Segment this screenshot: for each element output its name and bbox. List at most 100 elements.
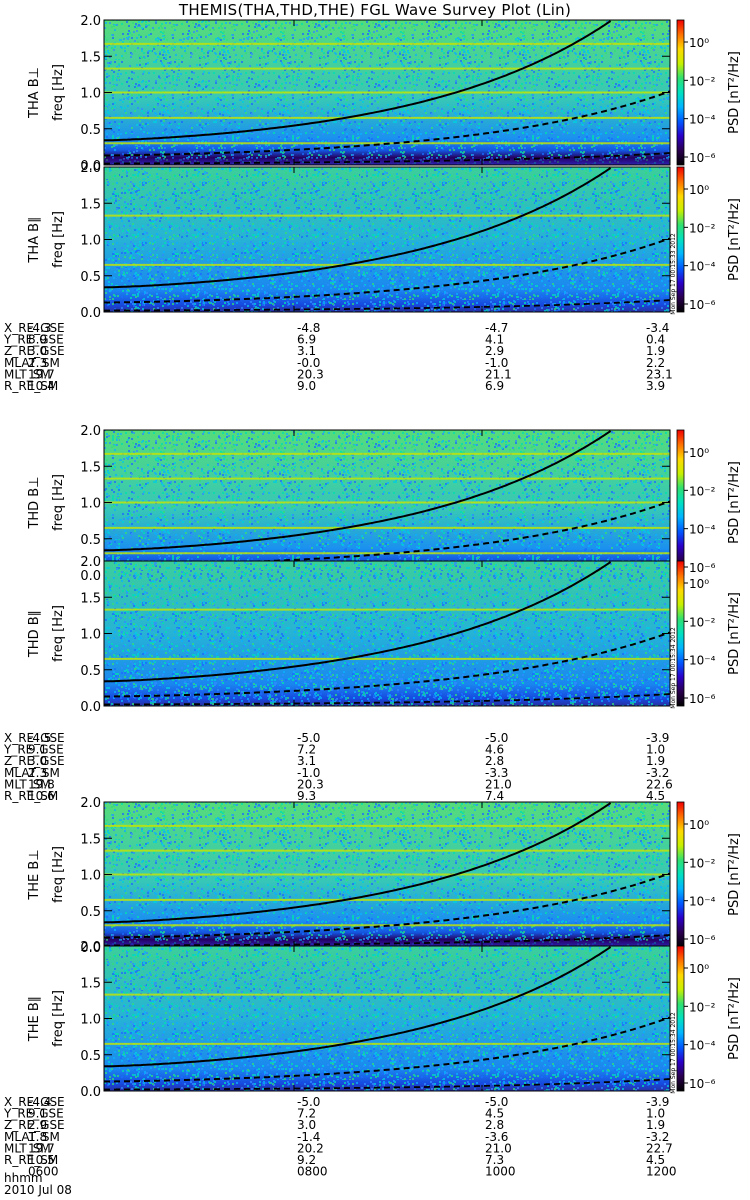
ephemeris-row-label: MLT_SM xyxy=(4,367,51,381)
colorbar-label: PSD [nT²/Hz] xyxy=(727,51,742,134)
ephemeris-value: 21.1 xyxy=(485,367,512,381)
ephemeris-value: 1.9 xyxy=(646,1118,665,1132)
ephemeris-value: 2.9 xyxy=(485,344,504,358)
ephemeris-value: 1.9 xyxy=(646,754,665,768)
y-tick-label: 2.0 xyxy=(80,555,101,570)
ephemeris-value: 22.6 xyxy=(646,777,673,791)
fhe-curve xyxy=(104,1078,671,1091)
y-tick-label: 0.0 xyxy=(80,569,101,584)
timestamp-stamp: Mon Sep 17 00:15:33 2012 xyxy=(670,233,677,315)
y-tick-label: 1.5 xyxy=(80,197,101,212)
ephemeris-value: -5.0 xyxy=(485,731,508,745)
ephemeris-value: 19.7 xyxy=(28,1141,55,1155)
y-tick-label: 0.5 xyxy=(80,270,101,285)
freq-axis-label: freq [Hz] xyxy=(51,64,66,121)
ephemeris-value: 3.0 xyxy=(28,344,47,358)
y-tick-label: 0.0 xyxy=(80,306,101,321)
y-tick-label: 0.0 xyxy=(80,700,101,715)
ephemeris-value: 0.4 xyxy=(646,333,665,347)
colorbar-tick-label: 10⁻⁶ xyxy=(689,151,716,165)
ephemeris-row-label: R_RE_SM xyxy=(4,1153,58,1167)
spectrogram-panel: 0.0 0.5 1.0 1.5 2.0 THE B⊥ freq [Hz] 10⁰ 10⁻² 10⁻… xyxy=(27,796,742,956)
colorbar-tick-label: 10⁻² xyxy=(689,615,716,629)
colorbar-tick-label: 10⁻⁶ xyxy=(689,1077,716,1091)
ephemeris-value: -4.7 xyxy=(485,321,508,335)
ephemeris-value: 1.8 xyxy=(28,1130,47,1144)
y-tick-label: 2.0 xyxy=(80,424,101,439)
timestamp-stamp: Mon Sep 17 00:15:34 2012 xyxy=(670,1012,677,1094)
y-tick-label: 0.5 xyxy=(80,664,101,679)
ephemeris-value: 2.9 xyxy=(28,1118,47,1132)
panel-label: THE B∥ xyxy=(27,996,42,1042)
fcp-curve xyxy=(104,237,671,304)
y-tick-label: 0.5 xyxy=(80,905,101,920)
ephemeris-value: 2.2 xyxy=(646,356,665,370)
colorbar-tick-label: 10⁰ xyxy=(689,818,709,832)
colorbar-tick-label: 10⁻⁴ xyxy=(689,523,716,537)
ephemeris-row-label: MLAT_SM xyxy=(4,356,60,370)
colorbar-tick-label: 10⁻⁶ xyxy=(689,298,716,312)
fhe-curve xyxy=(104,693,671,706)
colorbar-tick-label: 10⁻² xyxy=(689,221,716,235)
x-tick-label: 1200 xyxy=(646,1165,677,1179)
colorbar-tick-label: 10⁻⁴ xyxy=(689,895,716,909)
y-tick-label: 2.0 xyxy=(80,940,101,955)
spectrogram-panel: 0.0 0.5 1.0 1.5 2.0 THA B⊥ freq [Hz] 10⁰ 10⁻² 10⁻… xyxy=(27,14,742,174)
fhe-curve xyxy=(104,299,671,312)
y-tick-label: 1.0 xyxy=(80,1013,101,1028)
ephemeris-value: -4.5 xyxy=(28,731,51,745)
ephemeris-row-label: X_RE_GSE xyxy=(4,321,65,335)
ephemeris-row-label: MLT_SM xyxy=(4,777,51,791)
ephemeris-value: 19.7 xyxy=(28,367,55,381)
y-tick-label: 1.0 xyxy=(80,497,101,512)
ephemeris-value: 23.1 xyxy=(646,367,673,381)
timestamp-stamp: Mon Sep 17 00:15:34 2012 xyxy=(670,627,677,709)
ephemeris-row-label: Y_RE_GSE xyxy=(3,333,64,347)
plot-title: THEMIS(THA,THD,THE) FGL Wave Survey Plot… xyxy=(178,1,572,19)
ephemeris-value: 20.2 xyxy=(297,1141,324,1155)
y-tick-label: 1.5 xyxy=(80,460,101,475)
panel-label: THD B∥ xyxy=(27,610,42,658)
colorbar-tick-label: 10⁻⁴ xyxy=(689,260,716,274)
fce-curve xyxy=(103,167,612,289)
freq-axis-label: freq [Hz] xyxy=(51,211,66,268)
ephemeris-value: 1.0 xyxy=(646,1107,665,1121)
ephemeris-value: -3.6 xyxy=(485,1130,508,1144)
y-tick-label: 0.5 xyxy=(80,1049,101,1064)
colorbar-label: PSD [nT²/Hz] xyxy=(727,592,742,675)
fce-curve xyxy=(103,561,612,683)
ephemeris-row-label: X_RE_GSE xyxy=(4,731,65,745)
ephemeris-value: 4.5 xyxy=(485,1107,504,1121)
colorbar-tick-label: 10⁻² xyxy=(689,856,716,870)
colorbar-tick-label: 10⁰ xyxy=(689,446,709,460)
ephemeris-value: 9.2 xyxy=(297,1153,316,1167)
ephemeris-row-label: R_RE_SM xyxy=(4,789,58,803)
freq-axis-label: freq [Hz] xyxy=(51,846,66,903)
spectrum-noise xyxy=(104,561,670,706)
colorbar xyxy=(676,166,685,313)
ephemeris-row-label: Z_RE_GSE xyxy=(4,344,65,358)
colorbar-tick-label: 10⁰ xyxy=(689,183,709,197)
ephemeris-value: -4.4 xyxy=(28,1095,51,1109)
freq-axis-label: freq [Hz] xyxy=(51,990,66,1047)
ephemeris-value: -3.3 xyxy=(485,766,508,780)
fce-curve xyxy=(104,20,612,142)
ephemeris-value: 9.0 xyxy=(297,379,316,393)
colorbar-tick-label: 10⁰ xyxy=(689,962,709,976)
ephemeris-value: -4.3 xyxy=(28,321,51,335)
ephemeris-value: 1.9 xyxy=(646,344,665,358)
y-tick-label: 2.0 xyxy=(80,161,101,176)
colorbar-tick-label: 10⁻² xyxy=(689,1000,716,1014)
colorbar-label: PSD [nT²/Hz] xyxy=(727,461,742,544)
y-tick-label: 0.5 xyxy=(80,123,101,138)
ephemeris-value: 4.5 xyxy=(646,789,665,803)
ephemeris-value: -3.9 xyxy=(646,1095,669,1109)
ephemeris-value: 3.0 xyxy=(28,754,47,768)
colorbar xyxy=(676,19,685,166)
ephemeris-value: 8.9 xyxy=(28,333,47,347)
panel-label: THE B⊥ xyxy=(27,849,42,900)
ephemeris-value: 4.5 xyxy=(646,1153,665,1167)
